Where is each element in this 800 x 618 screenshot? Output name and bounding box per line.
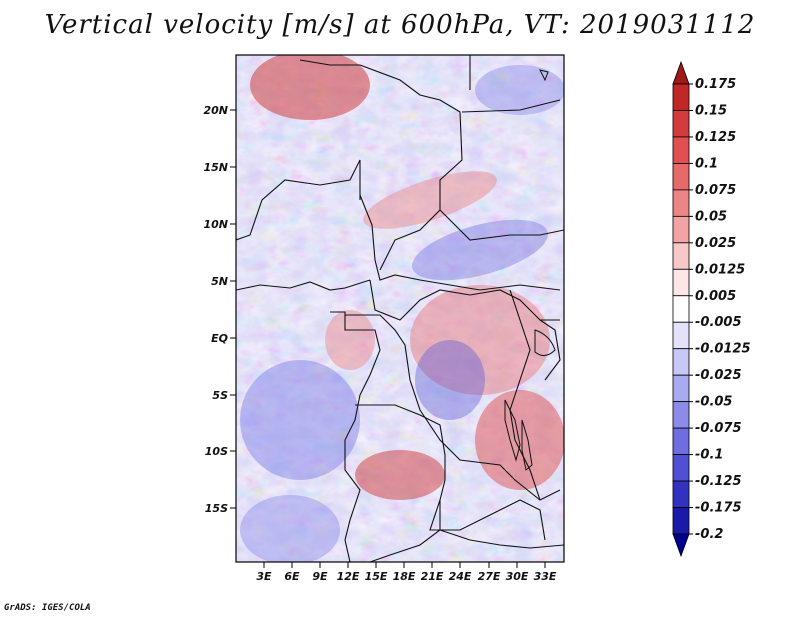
map-title: Vertical velocity [m/s] at 600hPa, VT: 2…	[44, 10, 756, 40]
lat-label: EQ	[211, 332, 228, 345]
colorbar-segment	[672, 189, 690, 217]
lat-axis: 20N 15N 10N 5N EQ 5S 10S 15S	[203, 104, 236, 515]
colorbar: 0.175 0.15 0.125 0.1 0.075 0.05 0.025 0.0125 0.0…	[672, 60, 751, 558]
lon-axis: 3E 6E 9E 12E 15E 18E 21E 24E 27E 30E 33E	[256, 562, 557, 583]
lon-label: 6E	[284, 570, 300, 583]
colorbar-segment	[672, 295, 690, 323]
colorbar-segment	[672, 533, 690, 558]
colorbar-segment	[672, 507, 690, 535]
colorbar-segment	[672, 480, 690, 508]
colorbar-label: 0.125	[695, 130, 736, 145]
colorbar-label: -0.0125	[695, 342, 751, 357]
colorbar-segment	[672, 215, 690, 244]
colorbar-label: -0.2	[695, 527, 723, 542]
lat-label: 20N	[203, 104, 228, 117]
colorbar-label: -0.025	[695, 368, 742, 383]
lon-label: 9E	[312, 570, 328, 583]
colorbar-label: 0.175	[695, 77, 736, 92]
lon-label: 24E	[449, 570, 472, 583]
colorbar-label: 0.025	[695, 236, 736, 251]
lon-label: 15E	[365, 570, 388, 583]
colorbar-label: 0.005	[695, 289, 736, 304]
velocity-field	[236, 55, 564, 562]
colorbar-segment	[672, 401, 690, 429]
colorbar-segment	[672, 454, 690, 482]
lon-label: 33E	[534, 570, 557, 583]
colorbar-segment	[672, 163, 690, 191]
colorbar-segment	[672, 374, 690, 403]
lon-label: 27E	[478, 570, 501, 583]
colorbar-segment	[672, 83, 690, 111]
lakes	[504, 69, 556, 471]
lat-label: 15S	[205, 502, 228, 515]
colorbar-segment	[672, 268, 690, 297]
grads-credit: GrADS: IGES/COLA	[4, 603, 91, 613]
colorbar-segment	[672, 136, 690, 164]
colorbar-label: -0.005	[695, 315, 742, 330]
colorbar-label: 0.0125	[695, 262, 745, 277]
lat-label: 15N	[203, 161, 228, 174]
lon-label: 30E	[506, 570, 529, 583]
colorbar-segment	[672, 110, 690, 138]
lon-label: 3E	[256, 570, 272, 583]
lon-label: 18E	[393, 570, 416, 583]
colorbar-label: 0.1	[695, 156, 718, 171]
colorbar-label: -0.175	[695, 501, 742, 516]
colorbar-segment	[672, 427, 690, 455]
colorbar-segment	[672, 321, 690, 350]
lon-label: 12E	[337, 570, 360, 583]
colorbar-label: 0.075	[695, 183, 736, 198]
lat-label: 5S	[212, 389, 228, 402]
colorbar-label: -0.075	[695, 421, 742, 436]
country-borders	[236, 55, 564, 562]
lat-label: 10N	[203, 218, 228, 231]
colorbar-segment	[672, 348, 690, 376]
colorbar-label: -0.125	[695, 474, 742, 489]
colorbar-label: 0.05	[695, 209, 727, 224]
lat-label: 10S	[205, 445, 228, 458]
colorbar-segment	[672, 60, 690, 85]
colorbar-label: 0.15	[695, 103, 727, 118]
map-frame	[235, 54, 565, 563]
colorbar-label: -0.1	[695, 448, 723, 463]
lat-label: 5N	[211, 275, 228, 288]
colorbar-label: -0.05	[695, 395, 732, 410]
colorbar-segment	[672, 242, 690, 270]
lon-label: 21E	[421, 570, 444, 583]
